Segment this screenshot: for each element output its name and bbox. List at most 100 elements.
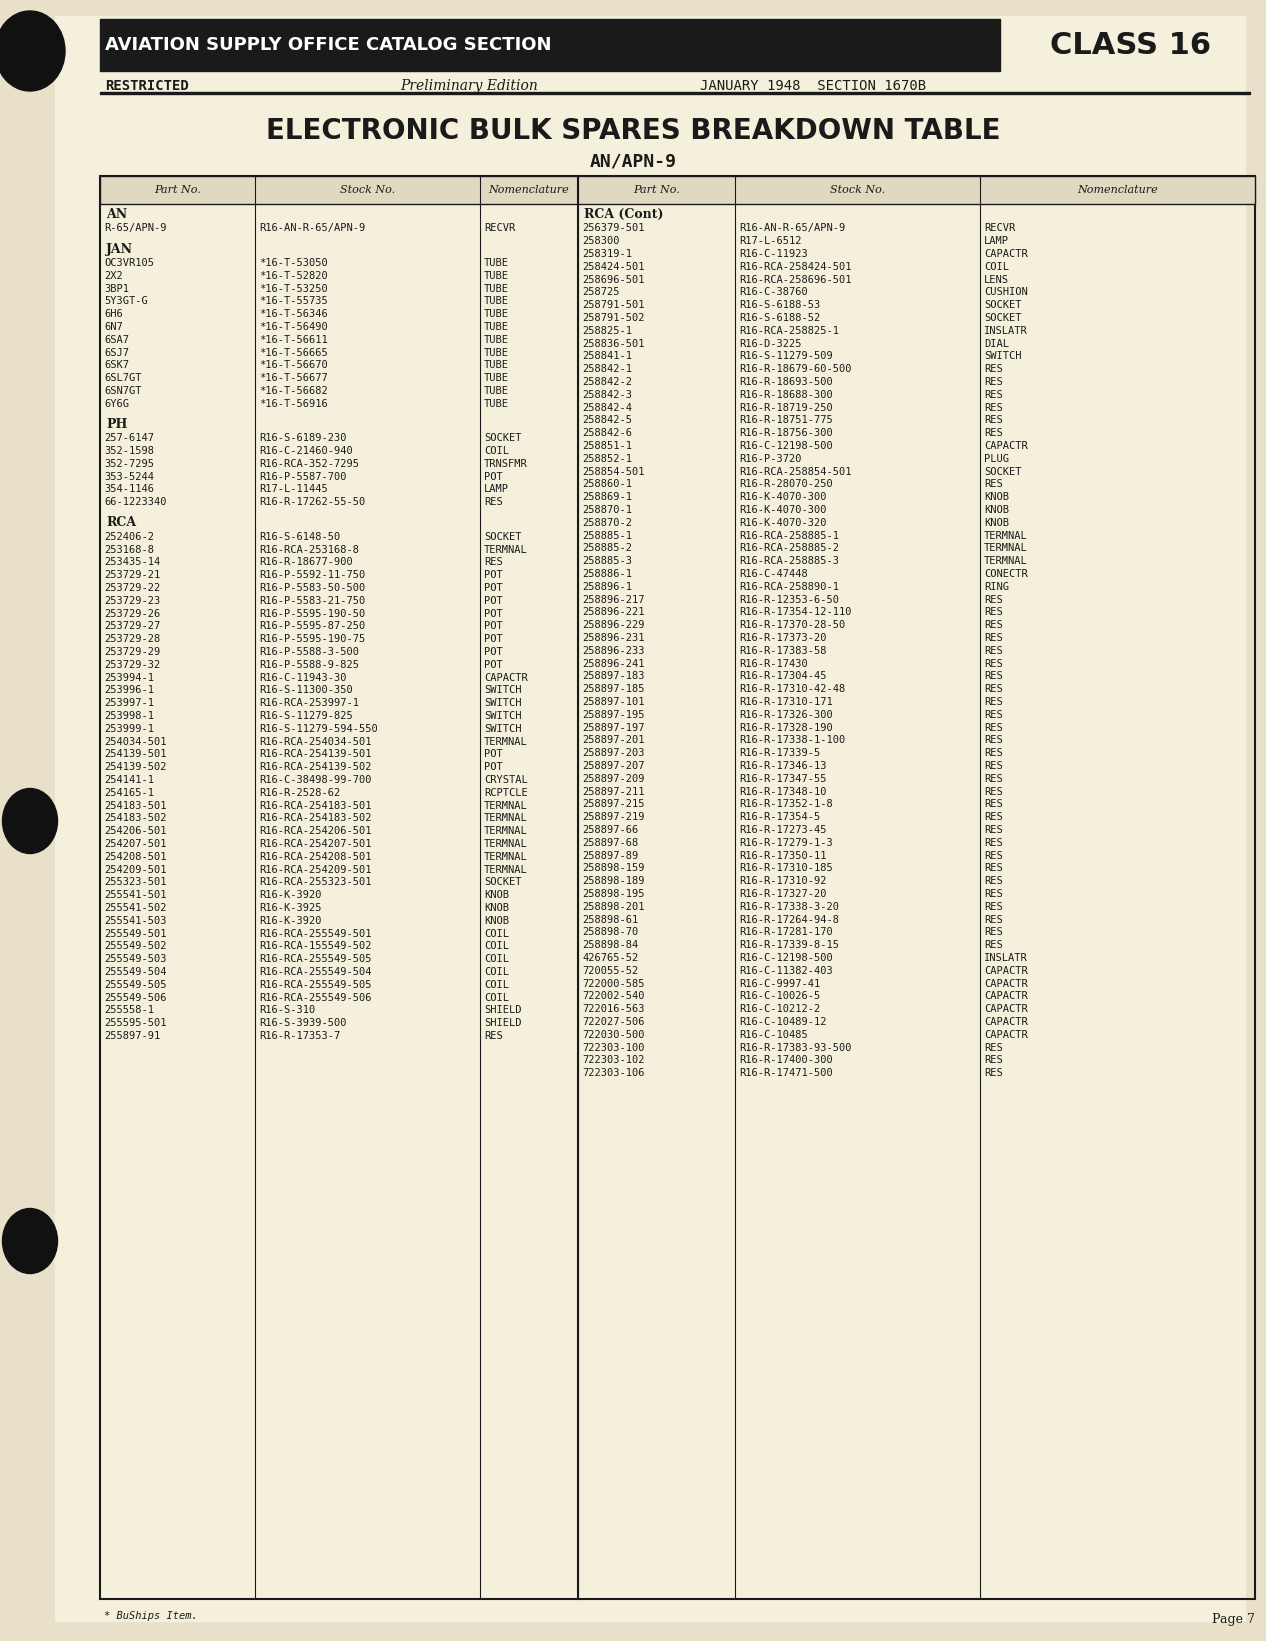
Text: RES: RES [984, 415, 1003, 425]
Text: 258896-217: 258896-217 [582, 594, 644, 604]
Text: R16-R-17383-93-500: R16-R-17383-93-500 [739, 1042, 852, 1052]
Text: R16-S-310: R16-S-310 [260, 1006, 315, 1016]
Text: COIL: COIL [484, 929, 509, 939]
Text: 258885-1: 258885-1 [582, 530, 632, 540]
Text: 258897-89: 258897-89 [582, 850, 638, 860]
Bar [100, 92, 1250, 94]
Text: POT: POT [484, 569, 503, 581]
Text: PH: PH [106, 418, 128, 432]
Text: 258885-2: 258885-2 [582, 543, 632, 553]
Text: R16-RCA-258424-501: R16-RCA-258424-501 [739, 263, 852, 272]
Text: R16-RCA-254139-502: R16-RCA-254139-502 [260, 761, 371, 773]
Text: 254183-501: 254183-501 [104, 801, 167, 811]
Text: R16-RCA-254034-501: R16-RCA-254034-501 [260, 737, 371, 747]
Text: TUBE: TUBE [484, 297, 509, 307]
Text: 6SN7GT: 6SN7GT [104, 386, 142, 395]
Text: 255549-502: 255549-502 [104, 942, 167, 952]
Text: TUBE: TUBE [484, 271, 509, 281]
Text: *16-T-56665: *16-T-56665 [260, 348, 328, 358]
Text: 722030-500: 722030-500 [582, 1031, 644, 1040]
Text: RES: RES [984, 786, 1003, 796]
Text: R16-P-5587-700: R16-P-5587-700 [260, 471, 347, 482]
Text: 253435-14: 253435-14 [104, 558, 161, 568]
Text: 255595-501: 255595-501 [104, 1017, 167, 1029]
Text: 258842-5: 258842-5 [582, 415, 632, 425]
Text: R16-R-17353-7: R16-R-17353-7 [260, 1031, 341, 1040]
Text: RES: RES [984, 479, 1003, 489]
Text: R16-C-11382-403: R16-C-11382-403 [739, 967, 833, 976]
Text: *16-T-55735: *16-T-55735 [260, 297, 328, 307]
Text: RES: RES [984, 633, 1003, 643]
Text: R16-P-5588-3-500: R16-P-5588-3-500 [260, 647, 360, 656]
Text: RES: RES [984, 799, 1003, 809]
Text: 258854-501: 258854-501 [582, 466, 644, 476]
Text: 5Y3GT-G: 5Y3GT-G [104, 297, 148, 307]
Text: CAPACTR: CAPACTR [984, 967, 1028, 976]
Text: RES: RES [984, 671, 1003, 681]
Text: 352-7295: 352-7295 [104, 459, 154, 469]
Text: SWITCH: SWITCH [484, 724, 522, 734]
Text: R16-S-11279-594-550: R16-S-11279-594-550 [260, 724, 377, 734]
Text: 6H6: 6H6 [104, 309, 123, 318]
Text: Preliminary Edition: Preliminary Edition [400, 79, 538, 94]
Text: RES: RES [984, 839, 1003, 848]
Text: R16-R-17471-500: R16-R-17471-500 [739, 1068, 833, 1078]
Text: INSLATR: INSLATR [984, 953, 1028, 963]
Text: 3BP1: 3BP1 [104, 284, 129, 294]
Text: CONECTR: CONECTR [984, 569, 1028, 579]
Bar [100, 20, 1000, 71]
Text: R16-RCA-258696-501: R16-RCA-258696-501 [739, 274, 852, 284]
Text: R16-RCA-352-7295: R16-RCA-352-7295 [260, 459, 360, 469]
Text: TUBE: TUBE [484, 335, 509, 345]
Text: R16-C-11943-30: R16-C-11943-30 [260, 673, 347, 683]
Text: RES: RES [984, 594, 1003, 604]
Text: COIL: COIL [484, 446, 509, 456]
Text: CAPACTR: CAPACTR [984, 978, 1028, 988]
Text: 258696-501: 258696-501 [582, 274, 644, 284]
Text: RES: RES [984, 391, 1003, 400]
Text: R16-R-17339-8-15: R16-R-17339-8-15 [739, 940, 839, 950]
Text: 258897-185: 258897-185 [582, 684, 644, 694]
Text: RES: RES [984, 684, 1003, 694]
Text: SWITCH: SWITCH [484, 711, 522, 720]
Text: 258842-4: 258842-4 [582, 402, 632, 412]
Text: TERMNAL: TERMNAL [984, 556, 1028, 566]
Text: 6SK7: 6SK7 [104, 361, 129, 371]
Text: 258896-233: 258896-233 [582, 647, 644, 656]
Text: R16-C-12198-500: R16-C-12198-500 [739, 441, 833, 451]
Text: SOCKET: SOCKET [484, 433, 522, 443]
Text: 258898-84: 258898-84 [582, 940, 638, 950]
Text: R16-C-47448: R16-C-47448 [739, 569, 808, 579]
Text: R16-R-17338-1-100: R16-R-17338-1-100 [739, 735, 846, 745]
Text: *16-T-56611: *16-T-56611 [260, 335, 328, 345]
Text: 258897-101: 258897-101 [582, 697, 644, 707]
Text: 722016-563: 722016-563 [582, 1004, 644, 1014]
Text: PLUG: PLUG [984, 455, 1009, 464]
Text: POT: POT [484, 609, 503, 619]
Text: R16-R-18751-775: R16-R-18751-775 [739, 415, 833, 425]
Text: R16-S-6188-52: R16-S-6188-52 [739, 313, 820, 323]
Text: KNOB: KNOB [484, 903, 509, 912]
Text: LENS: LENS [984, 274, 1009, 284]
Text: POT: POT [484, 647, 503, 656]
Text: 258725: 258725 [582, 287, 619, 297]
Text: R16-R-18693-500: R16-R-18693-500 [739, 377, 833, 387]
Text: RES: RES [984, 903, 1003, 912]
Text: 66-1223340: 66-1223340 [104, 497, 167, 507]
Bar [100, 176, 1255, 203]
Text: 258897-207: 258897-207 [582, 761, 644, 771]
Text: POT: POT [484, 583, 503, 592]
Text: R16-C-10026-5: R16-C-10026-5 [739, 991, 820, 1001]
Text: RES: RES [984, 735, 1003, 745]
Text: AN/APN-9: AN/APN-9 [590, 153, 676, 171]
Text: R16-R-17310-185: R16-R-17310-185 [739, 863, 833, 873]
Text: 255541-503: 255541-503 [104, 916, 167, 926]
Text: SWITCH: SWITCH [984, 351, 1022, 361]
Text: R16-RCA-254207-501: R16-RCA-254207-501 [260, 839, 371, 848]
Text: 258897-201: 258897-201 [582, 735, 644, 745]
Text: RES: RES [984, 825, 1003, 835]
Text: R16-R-17338-3-20: R16-R-17338-3-20 [739, 903, 839, 912]
Text: 255558-1: 255558-1 [104, 1006, 154, 1016]
Text: R16-R-17373-20: R16-R-17373-20 [739, 633, 827, 643]
Text: R16-R-17273-45: R16-R-17273-45 [739, 825, 827, 835]
